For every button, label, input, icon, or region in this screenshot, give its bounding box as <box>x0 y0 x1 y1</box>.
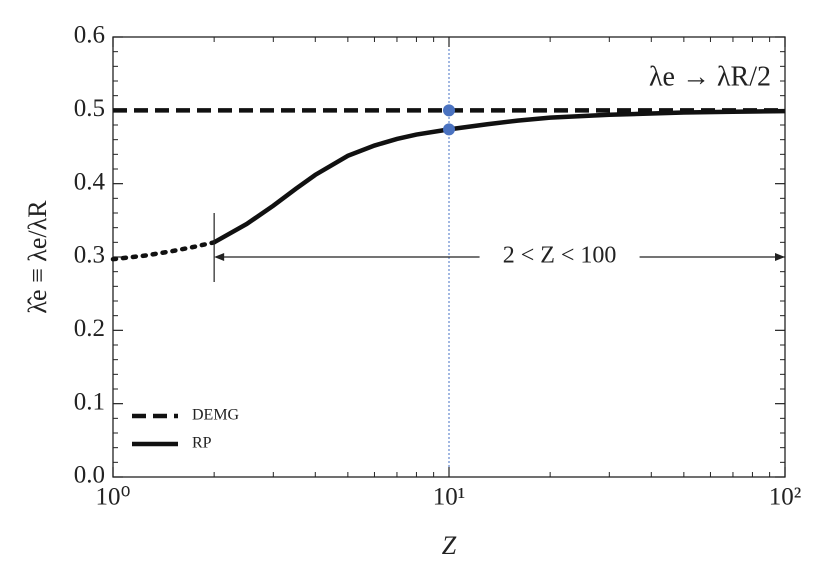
x-tick-label: 10⁰ <box>95 484 130 511</box>
y-tick-label: 0.6 <box>74 22 105 49</box>
series-line <box>110 240 217 262</box>
y-tick-label: 0.4 <box>74 168 106 195</box>
y-tick-label: 0.0 <box>74 462 105 489</box>
marker <box>443 104 455 117</box>
y-tick-label: 0.3 <box>74 242 105 269</box>
marker <box>443 123 455 136</box>
label-background <box>479 242 640 272</box>
x-tick-label: 10² <box>769 484 802 511</box>
x-axis-label: Z <box>442 531 457 560</box>
legend-label: DEMG <box>192 407 240 424</box>
arrow-head <box>214 253 225 261</box>
y-tick-label: 0.2 <box>74 315 105 342</box>
x-tick-label: 10¹ <box>433 484 466 511</box>
series-line <box>213 108 786 245</box>
y-axis-label: λ̂e ≡ λe/λR <box>23 200 52 314</box>
y-tick-label: 0.1 <box>74 388 105 415</box>
arrow-head <box>775 253 785 261</box>
y-tick-label: 0.5 <box>74 95 105 122</box>
annotation: λe → λR/2 <box>649 61 771 92</box>
annotation: 2 < Z < 100 <box>503 243 617 269</box>
legend-label: RP <box>192 435 212 452</box>
